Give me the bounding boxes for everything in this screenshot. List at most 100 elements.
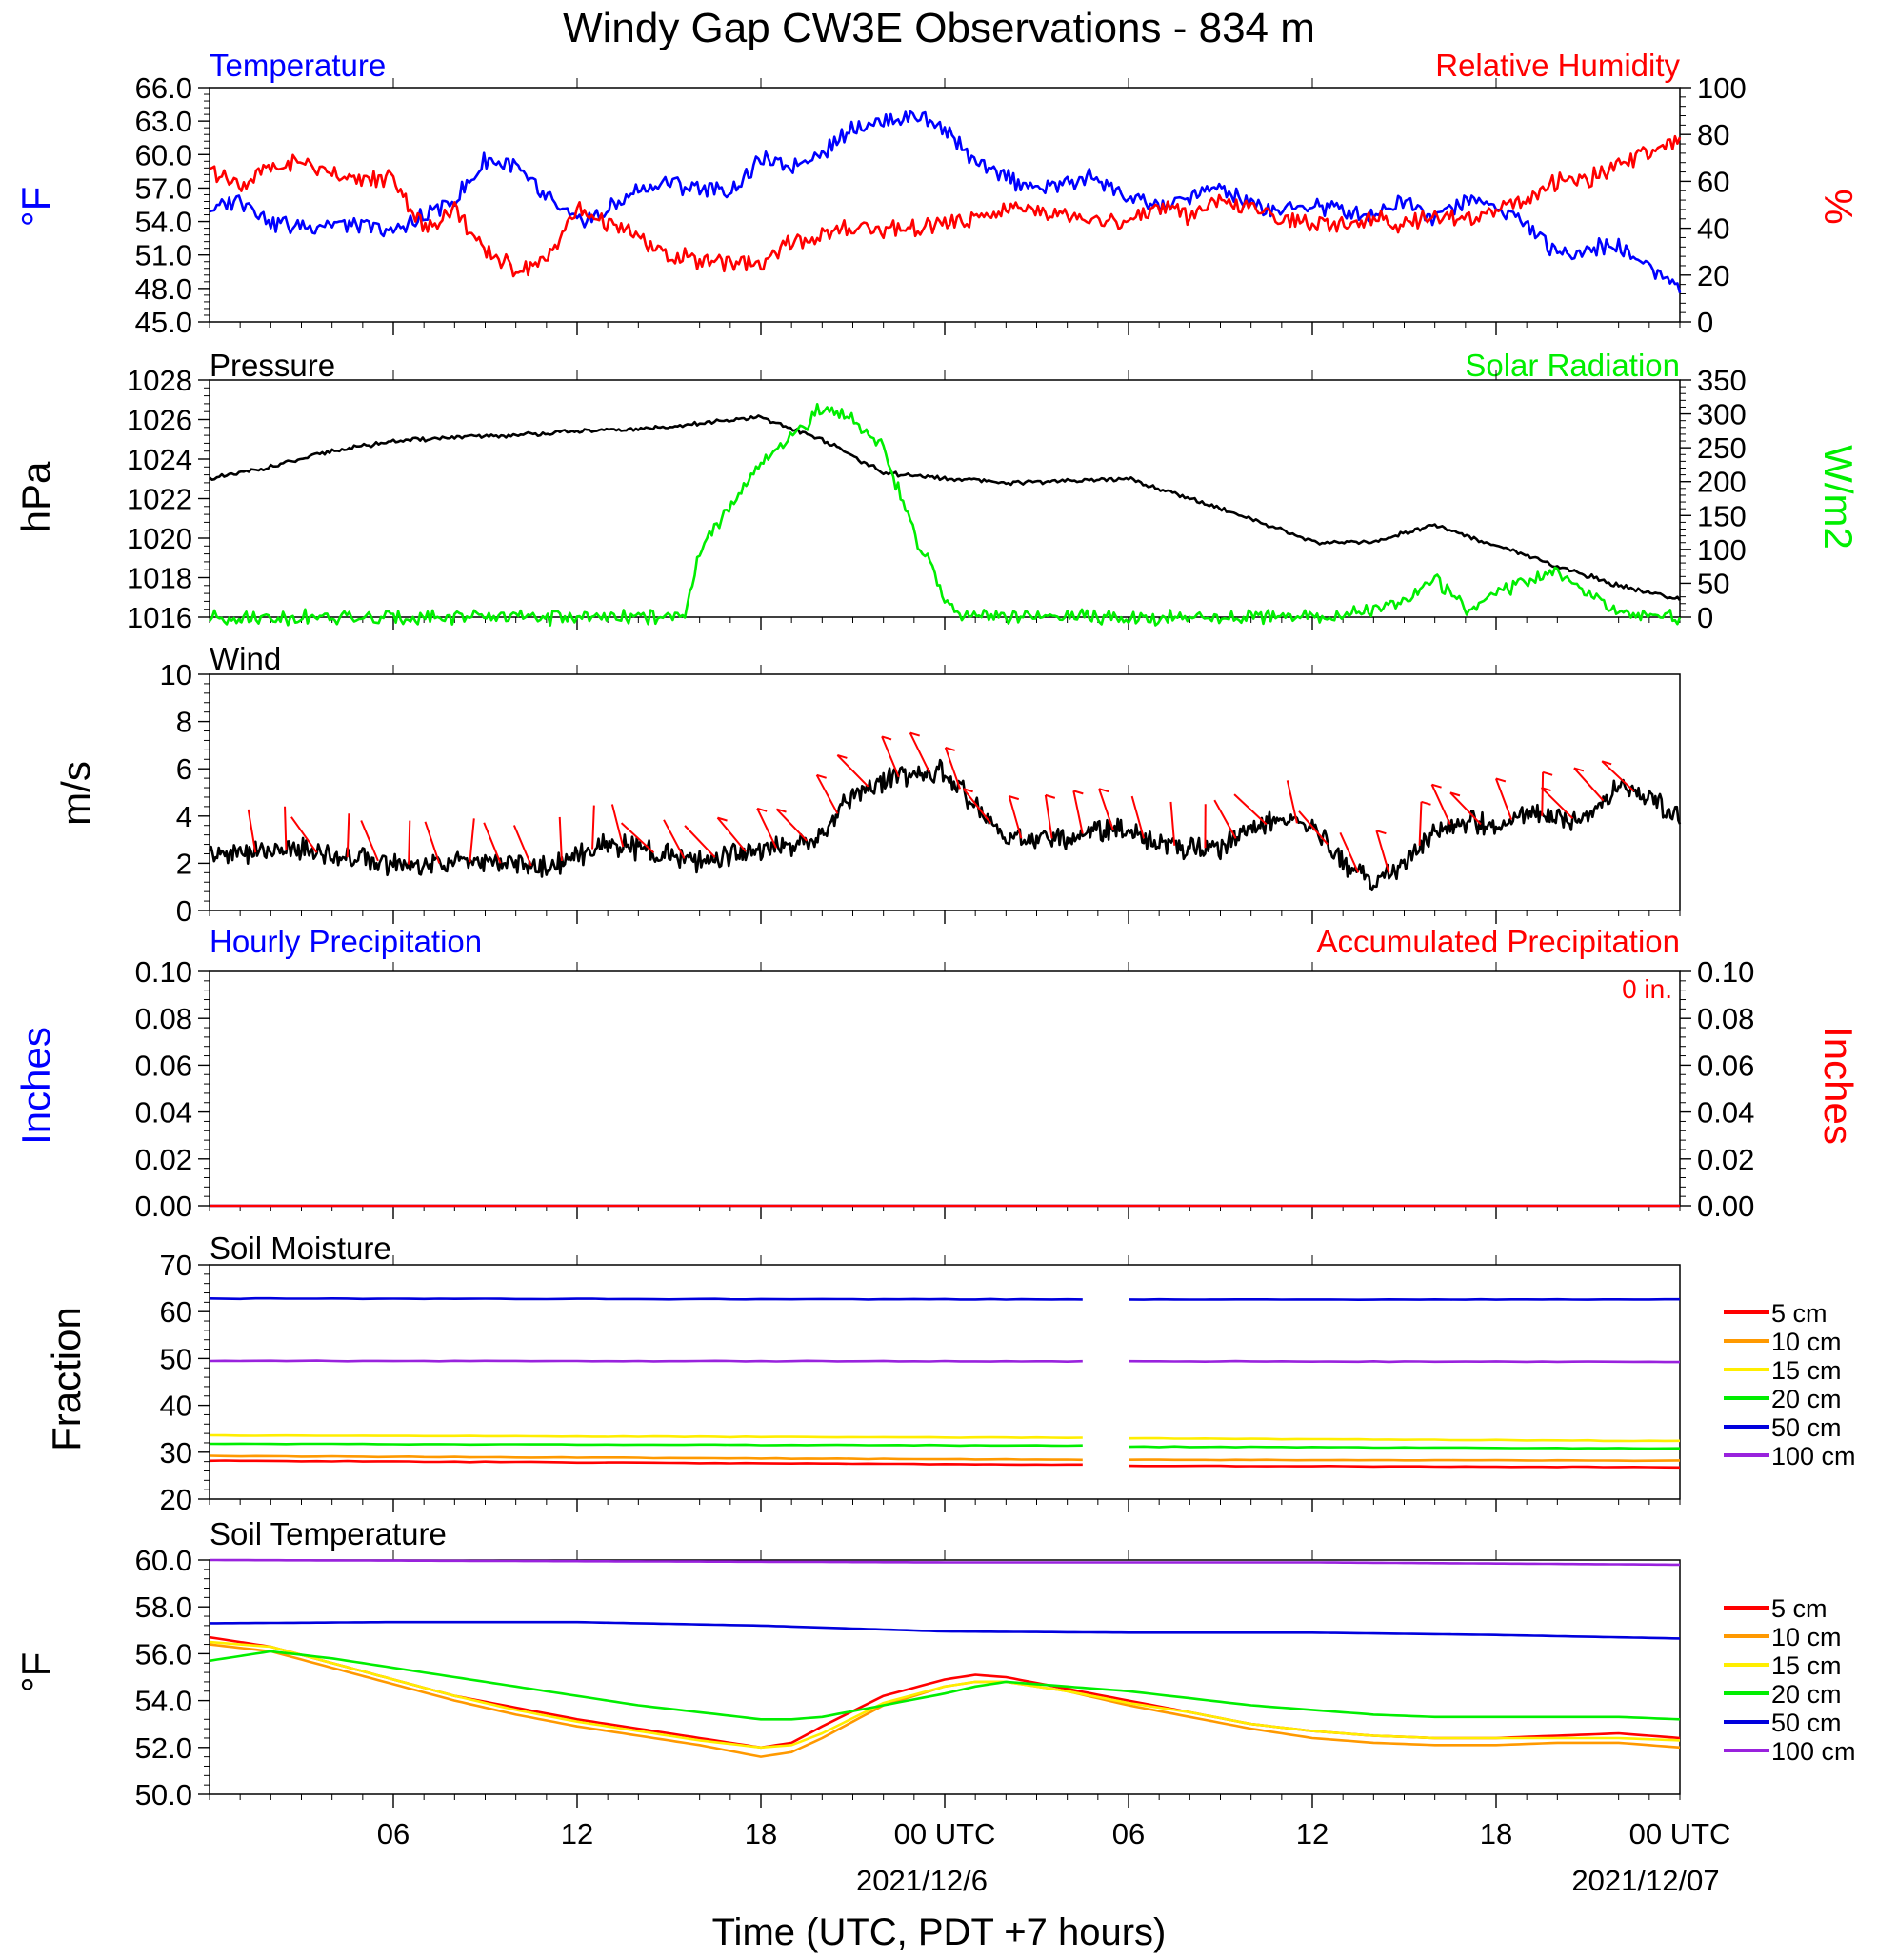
legend-label: 15 cm (1771, 1651, 1842, 1680)
wind-barb (469, 818, 475, 863)
series-line-5-cm (209, 1459, 1681, 1470)
y-tick-label-right: 60 (1697, 165, 1729, 198)
wind-barb (483, 822, 502, 864)
panel-title-pressure: Pressure (210, 348, 335, 383)
series-line-pressure (209, 414, 1682, 602)
wind-barb-flag (1073, 790, 1084, 795)
y-tick-label-left: 20 (160, 1483, 192, 1516)
wind-barb (1169, 801, 1176, 846)
y-tick-label-right: 50 (1697, 567, 1729, 600)
x-tick-label: 00 UTC (1629, 1817, 1731, 1850)
panel-title-accum-precip: Accumulated Precipitation (1316, 924, 1680, 959)
wind-barb (909, 732, 930, 773)
y-tick-label-left: 45.0 (135, 306, 192, 339)
y-tick-label-left: 10 (160, 658, 192, 691)
x-axis: 06 12 18 00 UTC 06 12 18 00 UTC (377, 1817, 1731, 1850)
y-tick-label-left: 56.0 (135, 1637, 192, 1670)
y-tick-label-right: 0.00 (1697, 1190, 1754, 1223)
y-tick-label-right: 40 (1697, 212, 1729, 246)
series-line-relative-humidity (209, 134, 1682, 278)
wind-barb (1573, 767, 1605, 802)
panel-title-soil-moisture: Soil Moisture (210, 1230, 391, 1266)
wind-barb (1098, 788, 1114, 831)
y-tick-label-left: 1024 (127, 443, 192, 476)
wind-barb-flag (1431, 783, 1442, 789)
y-tick-label-right: 80 (1697, 118, 1729, 151)
wind-barb (1494, 778, 1513, 820)
y-tick-label-left: 54.0 (135, 206, 192, 239)
wind-barb (1213, 799, 1237, 839)
series-line-100-cm (209, 1359, 1680, 1364)
ylabel-pressure: hPa (13, 461, 58, 532)
wind-barb (558, 816, 563, 861)
x-tick-label: 18 (745, 1817, 777, 1850)
y-tick-label-left: 60.0 (135, 1544, 192, 1577)
panel-title-wind: Wind (210, 641, 281, 676)
panel-title-soil-temperature: Soil Temperature (210, 1516, 447, 1551)
wind-barb (881, 736, 900, 778)
wind-barb-flag (1009, 795, 1020, 801)
y-tick-label-left: 2 (176, 847, 192, 880)
wind-barb (1233, 793, 1268, 826)
wind-barb (620, 822, 655, 853)
plot-area-wind: 10 8 6 4 2 0 (160, 658, 1682, 928)
wind-barb (1130, 795, 1146, 839)
series-line-15-cm (209, 1433, 1681, 1443)
y-tick-label-right: 0.04 (1697, 1096, 1754, 1130)
y-tick-label-left: 52.0 (135, 1731, 192, 1765)
wind-barb-flag (756, 807, 768, 812)
wind-barb (346, 813, 350, 858)
ylabel-hourly-precip: Inches (13, 1027, 58, 1145)
y-tick-label-left: 0 (176, 894, 192, 928)
wind-barb (775, 808, 808, 842)
ylabel-soil-moisture: Fraction (44, 1307, 89, 1451)
legend-label: 20 cm (1771, 1680, 1842, 1709)
legend-label: 100 cm (1771, 1442, 1856, 1470)
plot-area-temperature: 66.063.060.057.054.051.048.045.0 100 80 60 4… (135, 71, 1747, 339)
y-tick-label-left: 51.0 (135, 239, 192, 272)
wind-barb-flag (1573, 767, 1585, 772)
x-tick-label: 06 (377, 1817, 410, 1850)
wind-barb (1339, 831, 1360, 873)
wind-barb-flag (881, 735, 892, 741)
y-tick-label-left: 70 (160, 1249, 192, 1282)
plot-frame (209, 1559, 1681, 1795)
x-tick-label: 18 (1480, 1817, 1512, 1850)
wind-barb (836, 754, 869, 788)
ylabel-temperature: °F (13, 187, 58, 227)
wind-barb (716, 816, 747, 852)
y-tick-label-left: 0.06 (135, 1049, 192, 1082)
y-tick-label-left: 1020 (127, 522, 192, 555)
wind-barb-flag (945, 746, 956, 751)
y-tick-label-right: 350 (1697, 364, 1747, 397)
wind-barb (1418, 801, 1423, 846)
wind-barb (424, 821, 441, 864)
series-line-solar-radiation (208, 403, 1682, 627)
wind-barb (944, 747, 962, 790)
y-tick-label-right: 0.10 (1697, 955, 1754, 989)
wind-barb (663, 819, 686, 859)
wind-barb-flag (909, 731, 920, 737)
panel-title-solar: Solar Radiation (1465, 348, 1680, 383)
y-tick-label-right: 200 (1697, 466, 1747, 499)
legend-label: 100 cm (1771, 1737, 1856, 1766)
legend-label: 10 cm (1771, 1328, 1842, 1356)
legend-label: 50 cm (1771, 1709, 1842, 1737)
series-line-10-cm (209, 1454, 1681, 1463)
date-label-1: 2021/12/6 (856, 1864, 988, 1897)
legend-label: 10 cm (1771, 1623, 1842, 1651)
y-tick-label-left: 60 (160, 1295, 192, 1329)
series-line-20-cm (209, 1442, 1681, 1450)
wind-barb-flag (816, 773, 827, 779)
plot-area-soil-moisture: 70 60 50 40 30 20 (160, 1249, 1681, 1516)
legend-label: 5 cm (1771, 1299, 1828, 1328)
panel-wind: Wind m/s 10 8 6 4 2 0 (53, 641, 1682, 928)
panel-soil-temperature: Soil Temperature °F 60.0 58.0 56.0 54.0 52.0… (13, 1516, 1856, 1811)
y-tick-label-left: 1026 (127, 404, 192, 437)
panel-temperature: Temperature Relative Humidity °F % 66.06… (13, 48, 1861, 339)
wind-barb (591, 805, 595, 850)
wind-barb (1541, 771, 1545, 816)
y-tick-label-left: 63.0 (135, 105, 192, 138)
x-tick-label: 12 (1296, 1817, 1329, 1850)
